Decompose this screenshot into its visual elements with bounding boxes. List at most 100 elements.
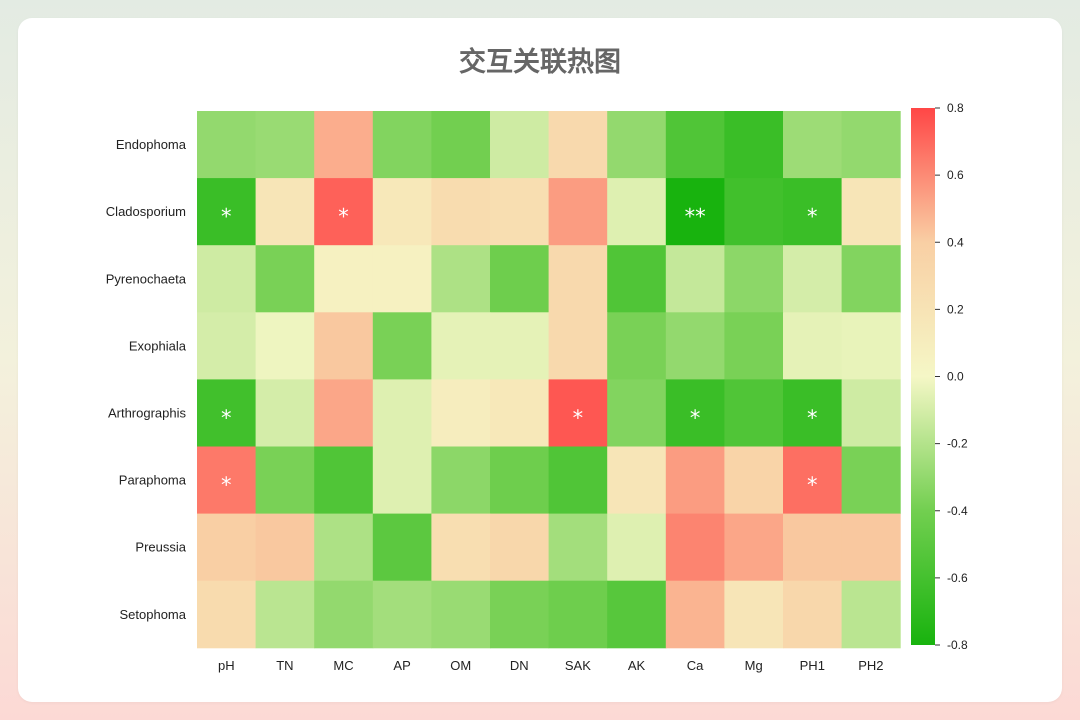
heatmap-cell: [665, 379, 725, 447]
heatmap-cell: [431, 580, 491, 649]
heatmap-cell: [197, 245, 257, 313]
heatmap-cell: [724, 245, 784, 313]
colorbar-tick-label: 0.4: [947, 235, 964, 249]
heatmap-cell: [431, 111, 491, 179]
heatmap-cell: [431, 446, 491, 515]
heatmap-cell: [665, 312, 725, 380]
column-label: MC: [333, 658, 353, 673]
heatmap-cell: [665, 111, 725, 179]
heatmap-cell: [431, 379, 491, 447]
significance-mark: *: [573, 406, 584, 430]
colorbar-bar: [911, 108, 935, 645]
heatmap-cell: [607, 178, 667, 246]
heatmap-cell: [490, 312, 550, 380]
significance-mark: *: [221, 473, 232, 497]
significance-marks: * * ** ** * * ** *: [221, 205, 818, 497]
row-label: Cladosporium: [106, 204, 186, 219]
heatmap-cell: [607, 379, 667, 447]
column-label: pH: [218, 658, 235, 673]
heatmap-cell: [607, 111, 667, 179]
heatmap-cell: [724, 111, 784, 179]
heatmap-cell: [665, 446, 725, 515]
heatmap-cell: [665, 580, 725, 649]
heatmap-cell: [372, 379, 432, 447]
heatmap-cell: [783, 513, 843, 582]
heatmap-cell: [255, 178, 315, 246]
heatmap-cell: [372, 513, 432, 582]
heatmap-cell: [314, 446, 374, 515]
heatmap-cell: [490, 245, 550, 313]
heatmap-cell: [431, 513, 491, 582]
colorbar-tick-label: -0.2: [947, 437, 968, 451]
significance-mark: *: [807, 205, 818, 229]
heatmap-cell: [197, 178, 257, 246]
column-label: DN: [510, 658, 529, 673]
colorbar-tick-label: -0.8: [947, 638, 968, 652]
heatmap-cell: [783, 446, 843, 515]
heatmap-cell: [431, 178, 491, 246]
heatmap-cell: [255, 111, 315, 179]
heatmap-cell: [607, 312, 667, 380]
heatmap-cell: [431, 245, 491, 313]
heatmap-cell: [724, 178, 784, 246]
colorbar-tick-label: 0.0: [947, 370, 964, 384]
significance-mark: *: [221, 406, 232, 430]
row-label: Pyrenochaeta: [106, 271, 187, 286]
heatmap-cell: [724, 446, 784, 515]
heatmap-cell: [255, 379, 315, 447]
heatmap-cell: [665, 178, 725, 246]
row-label: Setophoma: [120, 607, 187, 622]
heatmap-cell: [783, 580, 843, 649]
colorbar-tick-label: -0.6: [947, 571, 968, 585]
row-label: Endophoma: [116, 137, 187, 152]
heatmap-cell: [314, 312, 374, 380]
heatmap-cell: [490, 513, 550, 582]
heatmap-cell: [372, 312, 432, 380]
heatmap-cell: [548, 513, 608, 582]
heatmap-cell: [314, 178, 374, 246]
heatmap-cell: [490, 111, 550, 179]
column-label: Ca: [687, 658, 704, 673]
significance-mark: *: [807, 406, 818, 430]
row-label: Arthrographis: [108, 405, 187, 420]
row-label: Paraphoma: [119, 473, 187, 488]
column-label: SAK: [565, 658, 591, 673]
heatmap-cell: [548, 312, 608, 380]
heatmap-cell: [197, 580, 257, 649]
heatmap-cell: [665, 245, 725, 313]
heatmap-cell: [783, 379, 843, 447]
heatmap-cell: [783, 245, 843, 313]
heatmap-cell: [607, 446, 667, 515]
heatmap-cell: [841, 446, 901, 515]
heatmap-cell: [783, 178, 843, 246]
heatmap-cell: [197, 312, 257, 380]
column-label: AK: [628, 658, 646, 673]
heatmap-cell: [548, 245, 608, 313]
colorbar-tick-label: 0.8: [947, 101, 964, 115]
heatmap-cell: [197, 111, 257, 179]
colorbar-tick-label: 0.6: [947, 168, 964, 182]
heatmap-cell: [255, 245, 315, 313]
heatmap-cell: [372, 111, 432, 179]
heatmap-cell: [841, 513, 901, 582]
heatmap-cell: [255, 312, 315, 380]
chart-title: 交互关联热图: [459, 47, 621, 78]
heatmap-cell: [490, 446, 550, 515]
heatmap-cell: [548, 580, 608, 649]
heatmap-cell: [841, 178, 901, 246]
colorbar: 0.8 0.6 0.4 0.2 0.0 -0.2 -0.4 -0.6 -0.8: [911, 101, 968, 652]
significance-mark: *: [221, 205, 232, 229]
heatmap-cell: [841, 312, 901, 380]
heatmap-cell: [255, 446, 315, 515]
heatmap-cell: [607, 580, 667, 649]
heatmap-cell: [607, 245, 667, 313]
heatmap-cell: [314, 513, 374, 582]
heatmap-cell: [724, 513, 784, 582]
heatmap-cell: [372, 446, 432, 515]
heatmap-cell: [255, 513, 315, 582]
heatmap-cell: [607, 513, 667, 582]
heatmap-cell: [548, 446, 608, 515]
heatmap-cell: [314, 245, 374, 313]
heatmap-cells: [197, 111, 901, 649]
